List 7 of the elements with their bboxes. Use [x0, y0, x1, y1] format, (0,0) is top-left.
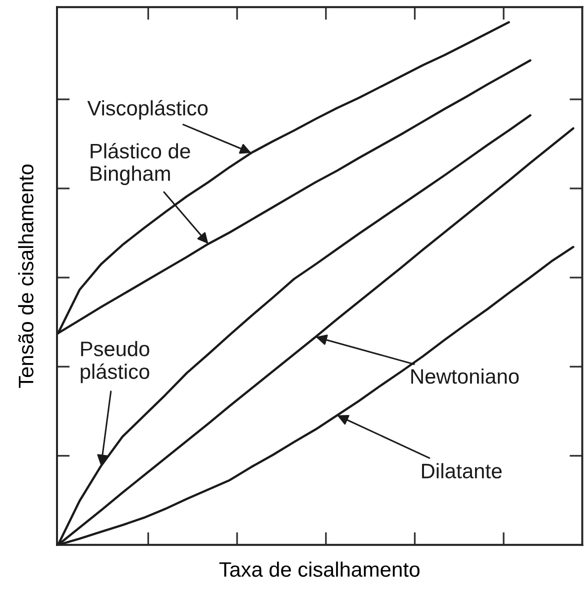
- y-axis-title: Tensão de cisalhamento: [18, 164, 34, 388]
- x-axis-title: Taxa de cisalhamento: [219, 562, 420, 577]
- annotation: Pseudo plástico: [80, 340, 150, 384]
- annotation: Newtoniano: [411, 368, 519, 384]
- annotation: Plástico de Bingham: [90, 142, 190, 186]
- annotation: Viscoplástico: [87, 100, 208, 120]
- annotation: Dilatante: [422, 463, 502, 478]
